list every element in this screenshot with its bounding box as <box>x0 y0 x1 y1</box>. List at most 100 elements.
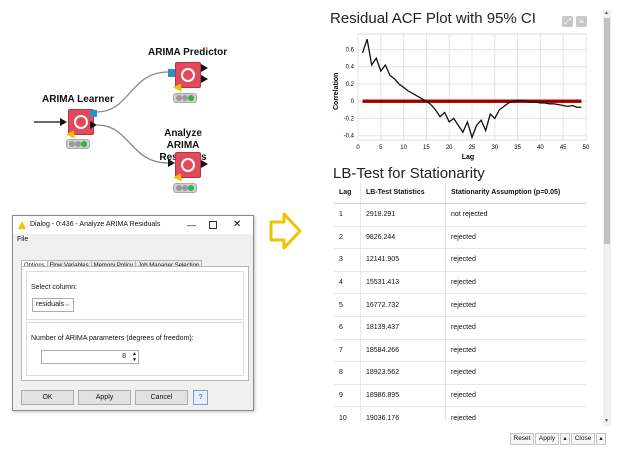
table-row: 7 18584.266 rejected <box>334 338 586 362</box>
lag-cell: 8 <box>334 361 361 385</box>
lb-test-table: Lag LB-Test Statistics Stationarity Assu… <box>334 182 586 421</box>
select-column-label: Select column: <box>31 284 77 291</box>
lb-statistic-cell: 19036.176 <box>360 406 446 421</box>
stepper-arrows-icon[interactable]: ▲ ▼ <box>132 351 137 363</box>
lag-cell: 2 <box>334 225 361 249</box>
menu-icon[interactable]: ≡ <box>576 16 587 27</box>
x-tick-label: 15 <box>423 145 430 151</box>
x-tick-label: 10 <box>400 145 407 151</box>
stationarity-cell: rejected <box>445 361 586 385</box>
clock-icon <box>74 115 88 129</box>
scrollbar-thumb[interactable] <box>604 18 610 244</box>
lb-statistic-cell: 2918.291 <box>360 203 446 227</box>
table-row: 6 18139.437 rejected <box>334 315 586 340</box>
x-tick-label: 20 <box>446 145 453 151</box>
x-tick-label: 0 <box>356 145 360 151</box>
table-row: 9 18986.895 rejected <box>334 383 586 407</box>
lag-cell: 7 <box>334 338 361 362</box>
x-tick-label: 30 <box>491 145 498 151</box>
analyze-residuals-dialog: Dialog - 0:436 - Analyze ARIMA Residuals… <box>12 215 254 411</box>
arima-learner-node[interactable] <box>65 109 94 139</box>
close-button[interactable]: Close <box>571 433 595 445</box>
warning-icon <box>18 221 26 229</box>
table-row: 2 9826.244 rejected <box>334 225 586 249</box>
lag-cell: 4 <box>334 270 361 294</box>
ok-button[interactable]: OK <box>21 390 74 405</box>
input-port-icon[interactable] <box>168 159 175 167</box>
close-icon[interactable]: ✕ <box>233 219 242 230</box>
lb-statistic-cell: 9826.244 <box>360 225 446 249</box>
node-title-arima-learner: ARIMA Learner <box>42 94 114 105</box>
reset-button[interactable]: Reset <box>510 433 534 445</box>
scrollbar-track[interactable]: ▲ ▼ <box>603 10 611 426</box>
apply-dropdown-icon[interactable]: ▴ <box>560 433 570 445</box>
apply-footer-button[interactable]: Apply <box>535 433 559 445</box>
close-dropdown-icon[interactable]: ▴ <box>596 433 606 445</box>
lag-cell: 3 <box>334 248 361 272</box>
output-port-icon[interactable] <box>90 121 97 129</box>
table-row: 1 2918.291 not rejected <box>334 203 586 227</box>
lb-statistic-cell: 18923.562 <box>360 361 446 385</box>
menu-file[interactable]: File <box>17 236 29 243</box>
column-select[interactable]: residuals ⌵ <box>32 298 74 312</box>
apply-button[interactable]: Apply <box>78 390 131 405</box>
stationarity-cell: not rejected <box>445 203 586 227</box>
table-row: 5 16772.732 rejected <box>334 293 586 317</box>
dialog-titlebar: Dialog - 0:436 - Analyze ARIMA Residuals… <box>13 216 253 234</box>
y-tick-label: -0.2 <box>344 116 355 122</box>
column-header-lag[interactable]: Lag <box>334 182 361 204</box>
node-title-arima-predictor: ARIMA Predictor <box>148 47 228 58</box>
lb-statistic-cell: 18986.895 <box>360 383 446 407</box>
cancel-button[interactable]: Cancel <box>135 390 188 405</box>
column-select-value: residuals <box>36 301 65 308</box>
output-port-icon[interactable] <box>201 64 208 72</box>
stationarity-cell: rejected <box>445 293 586 317</box>
num-params-label: Number of ARIMA parameters (degrees of f… <box>31 335 194 342</box>
acf-chart: 0 5 10 15 20 25 30 35 40 45 50 0.60.40.20-0.2-0.4 … <box>333 33 590 161</box>
output-port-icon[interactable] <box>201 75 208 83</box>
scroll-up-icon[interactable]: ▲ <box>604 10 609 16</box>
options-panel: Select column: residuals ⌵ Number of ARI… <box>21 266 249 381</box>
workflow-connections <box>34 71 169 164</box>
output-port-icon[interactable] <box>201 160 208 168</box>
status-traffic-light <box>173 183 197 193</box>
model-input-port-icon[interactable] <box>168 69 176 77</box>
y-tick-label: 0 <box>351 99 355 105</box>
lag-cell: 1 <box>334 203 361 227</box>
x-tick-label: 35 <box>514 145 521 151</box>
table-row: 10 19036.176 rejected <box>334 406 586 421</box>
stationarity-cell: rejected <box>445 338 586 362</box>
help-icon[interactable]: ? <box>193 390 208 405</box>
lag-cell: 9 <box>334 383 361 407</box>
lb-statistic-cell: 16772.732 <box>360 293 446 317</box>
stationarity-cell: rejected <box>445 383 586 407</box>
x-tick-label: 50 <box>583 145 590 151</box>
expand-icon[interactable]: ⤢ <box>562 16 573 27</box>
model-output-port-icon[interactable] <box>90 110 97 117</box>
stationarity-cell: rejected <box>445 270 586 294</box>
column-header-lb-statistics[interactable]: LB-Test Statistics <box>360 182 446 204</box>
scroll-down-icon[interactable]: ▼ <box>604 418 609 424</box>
arima-predictor-node[interactable] <box>172 62 201 92</box>
table-row: 3 12141.905 rejected <box>334 248 586 272</box>
status-traffic-light <box>66 139 90 149</box>
minimize-icon[interactable]: — <box>187 220 196 230</box>
y-tick-label: 0.2 <box>346 82 355 88</box>
x-tick-label: 40 <box>537 145 544 151</box>
lb-statistic-cell: 15531.413 <box>360 270 446 294</box>
analyze-arima-residuals-node[interactable] <box>172 152 201 182</box>
lag-cell: 10 <box>334 406 361 421</box>
column-header-stationarity[interactable]: Stationarity Assumption (p=0.05) <box>445 182 586 204</box>
lb-statistic-cell: 12141.905 <box>360 248 446 272</box>
stationarity-cell: rejected <box>445 248 586 272</box>
num-params-spinner[interactable]: 8 ▲ ▼ <box>41 350 139 364</box>
dialog-tabs: OptionsFlow VariablesMemory PolicyJob Ma… <box>21 254 203 272</box>
maximize-icon[interactable] <box>209 221 217 229</box>
status-traffic-light <box>173 93 197 103</box>
lb-statistic-cell: 18139.437 <box>360 315 446 340</box>
lb-statistic-cell: 18584.266 <box>360 338 446 362</box>
lag-cell: 6 <box>334 315 361 340</box>
acf-chart-title: Residual ACF Plot with 95% CI <box>330 10 536 27</box>
input-port-icon[interactable] <box>60 118 67 126</box>
num-params-value: 8 <box>122 353 126 360</box>
